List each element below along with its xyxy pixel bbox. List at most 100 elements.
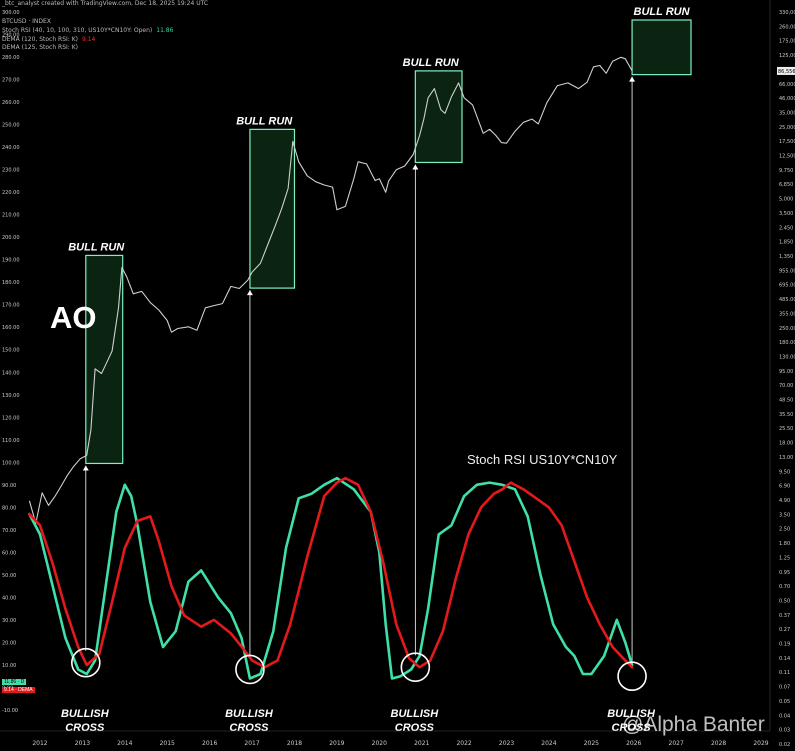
right-tick-label: 3.50 [779,512,790,518]
right-tick-label: 6.90 [779,484,790,490]
header-symbol: BTCUSD · INDEX [2,18,51,25]
left-tick-label: 80.00 [2,505,16,511]
right-tick-label: 48.50 [779,398,793,404]
right-tick-label: 2,450 [779,225,793,231]
left-tick-label: 30.00 [2,618,16,624]
x-tick-label: 2028 [711,740,726,747]
right-tick-label: 6,850 [779,182,793,188]
x-tick-label: 2029 [753,740,768,747]
right-tick-label: 485.00 [779,297,795,303]
left-tick-label: -10.00 [2,708,18,714]
right-tick-label: 0.02 [779,742,790,748]
bull-run-box [414,70,463,164]
x-tick-label: 2022 [456,740,471,747]
left-tick-label: 280.00 [2,55,20,61]
left-tick-label: 190.00 [2,258,20,264]
legend-dema-125[interactable]: DEMA (125, Stoch RSI: K) [2,44,78,51]
right-tick-label: 130.00 [779,354,795,360]
left-tick-label: 290.00 [2,33,20,39]
right-tick-label: 9.50 [779,469,790,475]
cross-arrow-head [629,76,636,82]
right-tick-label: 0.50 [779,598,790,604]
price-layer [28,56,633,524]
right-tick-label: 175,000 [779,39,795,45]
left-tick-label: 10.00 [2,663,16,669]
right-tick-label: 25,000 [779,125,795,131]
right-tick-label: 0.27 [779,627,790,633]
legend-stoch-rsi[interactable]: Stoch RSI (40, 10, 100, 310, US10Y*CN10Y… [2,27,173,34]
stoch-rsi-line [28,476,634,680]
x-tick-label: 2017 [244,740,259,747]
oscillator-layer [28,476,634,680]
left-tick-label: 170.00 [2,303,20,309]
cross-arrow-head [246,290,253,296]
right-tick-label: 125,000 [779,53,795,59]
legend-dema-120-value: 9.14 [82,36,96,43]
right-tick-label: 180.00 [779,340,795,346]
right-tick-label: 0.95 [779,570,790,576]
current-price-label: 86,556 [778,69,795,75]
right-tick-label: 0.03 [779,728,790,734]
cross-arrow-head [82,465,89,471]
bullish-cross-label-line1: BULLISH [61,708,110,720]
left-tick-label: 200.00 [2,235,20,241]
cross-markers [71,647,647,692]
right-tick-label: 0.05 [779,699,790,705]
right-tick-label: 95.00 [779,369,793,375]
current-price-tag [777,66,795,75]
bull-run-boxes [85,19,692,465]
right-tick-label: 70.00 [779,383,793,389]
bullish-cross-label-line2: CROSS [65,722,105,734]
right-tick-label: 1.80 [779,541,790,547]
right-tick-label: 330,000 [779,10,795,16]
x-tick-label: 2027 [669,740,684,747]
legend-dema-120[interactable]: DEMA (120, Stoch RSI: K) 9.14 [2,36,95,43]
cross-vertical-lines [82,76,636,665]
legend-stoch-rsi-value: 11.86 [156,27,174,34]
bull-run-label: BULL RUN [68,241,125,253]
right-tick-label: 0.70 [779,584,790,590]
bullish-cross-label-line2: CROSS [395,722,435,734]
left-tick-label: 210.00 [2,213,20,219]
right-tick-label: 12,500 [779,154,795,160]
left-tick-label: 160.00 [2,325,20,331]
left-tick-label: 140.00 [2,370,20,376]
left-tick-label: 240.00 [2,145,20,151]
right-tick-label: 25.50 [779,426,793,432]
right-tick-label: 5,000 [779,197,793,203]
x-tick-label: 2023 [499,740,514,747]
x-tick-label: 2014 [117,740,132,747]
x-tick-label: 2020 [372,740,387,747]
right-tick-label: 260,000 [779,24,795,30]
right-tick-label: 13.00 [779,455,793,461]
right-tick-label: 355.00 [779,311,795,317]
dema-120-line [28,476,634,669]
right-tick-label: 0.07 [779,685,790,691]
left-tick-label: 20.00 [2,640,16,646]
left-tick-label: 120.00 [2,415,20,421]
left-tick-label: 70.00 [2,528,16,534]
right-tick-label: 1,350 [779,254,793,260]
left-tick-label: 150.00 [2,348,20,354]
bullish-cross-circle [400,652,431,683]
right-tick-label: 1.25 [779,555,790,561]
right-tick-label: 0.04 [779,713,790,719]
btc-price-line [28,56,633,524]
right-tick-label: 4.90 [779,498,790,504]
right-tick-label: 35.50 [779,412,793,418]
x-tick-label: 2018 [287,740,302,747]
legend-dema-125-label: DEMA (125, Stoch RSI: K) [2,44,78,51]
x-tick-label: 2021 [414,740,429,747]
right-tick-label: 66,000 [779,82,795,88]
x-tick-label: 2015 [160,740,175,747]
x-tick-label: 2026 [626,740,641,747]
cross-arrow-head [412,164,419,170]
x-tick-label: 2019 [329,740,344,747]
x-tick-label: 2016 [202,740,217,747]
left-tick-label: 230.00 [2,168,20,174]
dema-value-tag: 9.14 · DEMA [2,687,35,693]
right-tick-label: 1,850 [779,240,793,246]
bullish-cross-circle [617,661,647,692]
x-tick-label: 2012 [32,740,47,747]
right-tick-label: 18.00 [779,441,793,447]
